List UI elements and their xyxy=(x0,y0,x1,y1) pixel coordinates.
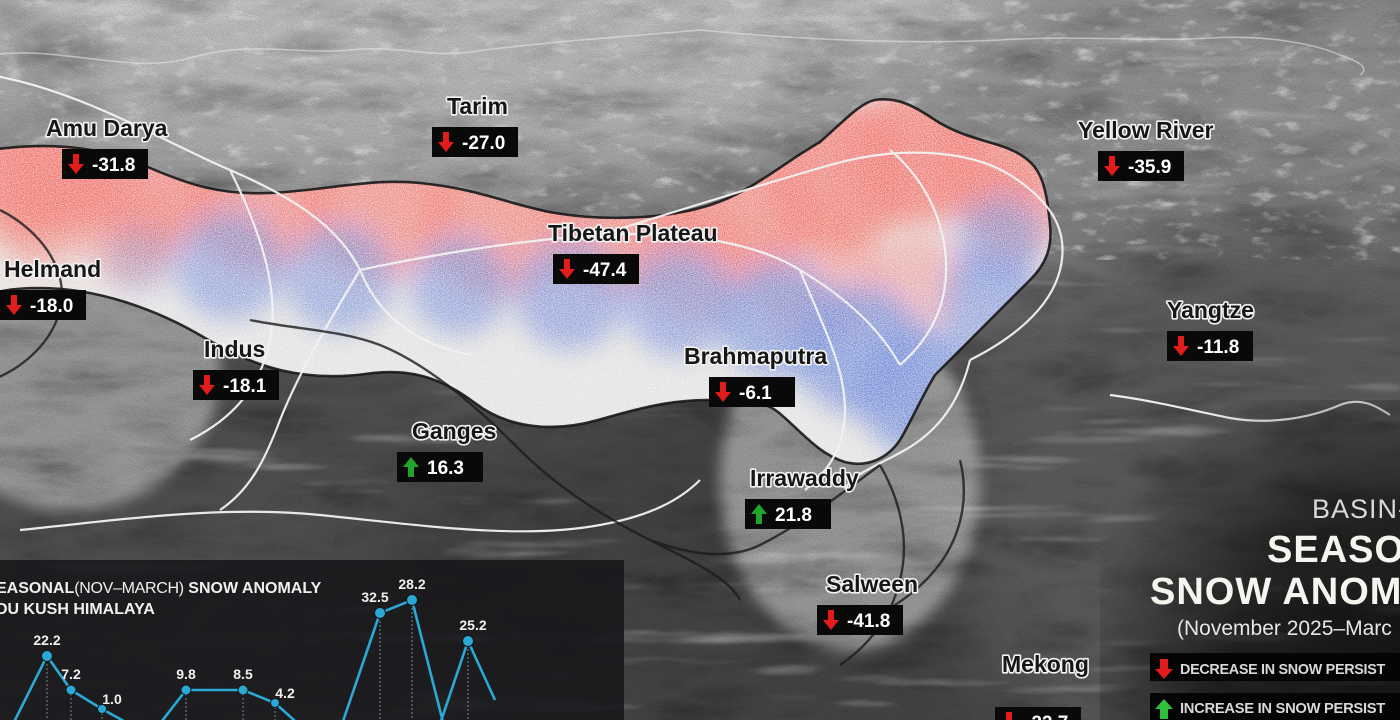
svg-text:21.8: 21.8 xyxy=(775,505,812,526)
svg-text:-31.8: -31.8 xyxy=(92,155,135,176)
svg-text:(November 2025–Marc: (November 2025–Marc xyxy=(1177,617,1392,640)
svg-text:Tibetan Plateau: Tibetan Plateau xyxy=(548,220,718,246)
svg-text:16.3: 16.3 xyxy=(427,458,464,479)
svg-text:9.8: 9.8 xyxy=(176,666,196,682)
svg-text:SNOW ANOM: SNOW ANOM xyxy=(1150,571,1400,613)
svg-text:8.5: 8.5 xyxy=(233,666,253,682)
svg-text:-22.7: -22.7 xyxy=(1025,713,1068,720)
svg-text:-41.8: -41.8 xyxy=(847,611,890,632)
svg-text:EASONAL(NOV–MARCH) SNOW ANOMAL: EASONAL(NOV–MARCH) SNOW ANOMALY xyxy=(0,580,322,597)
svg-text:Salween: Salween xyxy=(826,571,918,597)
svg-text:SEASON: SEASON xyxy=(1267,529,1400,571)
svg-text:-47.4: -47.4 xyxy=(583,260,627,281)
svg-text:Amu Darya: Amu Darya xyxy=(46,115,168,141)
svg-text:-18.0: -18.0 xyxy=(30,296,73,317)
svg-text:INCREASE IN SNOW PERSIST: INCREASE IN SNOW PERSIST xyxy=(1180,700,1385,717)
svg-text:32.5: 32.5 xyxy=(361,589,388,605)
svg-text:Helmand: Helmand xyxy=(4,256,101,282)
svg-text:-27.0: -27.0 xyxy=(462,133,505,154)
svg-text:Tarim: Tarim xyxy=(447,93,508,119)
svg-text:Yangtze: Yangtze xyxy=(1167,297,1254,323)
svg-text:Ganges: Ganges xyxy=(412,418,496,444)
svg-text:Mekong: Mekong xyxy=(1002,651,1089,677)
svg-text:28.2: 28.2 xyxy=(398,576,425,592)
svg-text:25.2: 25.2 xyxy=(459,617,486,633)
svg-text:22.2: 22.2 xyxy=(33,632,60,648)
svg-text:DU KUSH HIMALAYA: DU KUSH HIMALAYA xyxy=(0,601,155,618)
svg-text:-11.8: -11.8 xyxy=(1197,337,1239,358)
svg-text:BASIN-: BASIN- xyxy=(1312,494,1400,524)
svg-text:Indus: Indus xyxy=(204,336,265,362)
svg-text:Brahmaputra: Brahmaputra xyxy=(684,343,827,369)
svg-text:-35.9: -35.9 xyxy=(1128,157,1171,178)
svg-text:1.0: 1.0 xyxy=(102,691,122,707)
svg-text:7.2: 7.2 xyxy=(61,666,81,682)
svg-text:4.2: 4.2 xyxy=(275,685,295,701)
svg-text:DECREASE IN SNOW PERSIST: DECREASE IN SNOW PERSIST xyxy=(1180,661,1385,678)
svg-text:Irrawaddy: Irrawaddy xyxy=(750,465,859,491)
svg-text:Yellow River: Yellow River xyxy=(1078,117,1214,143)
svg-text:-6.1: -6.1 xyxy=(739,383,772,404)
svg-text:-18.1: -18.1 xyxy=(223,376,267,397)
